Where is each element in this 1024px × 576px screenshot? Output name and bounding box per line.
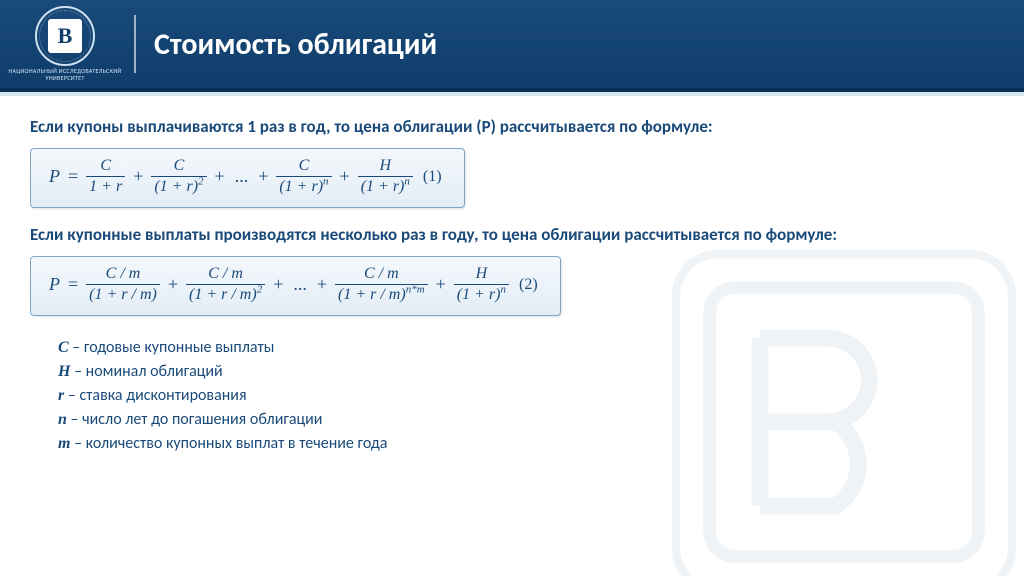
legend-row: r – ставка дисконтирования [58, 384, 1000, 408]
lead-text-2: Если купонные выплаты производятся неско… [30, 224, 1000, 246]
page-title: Стоимость облигаций [154, 26, 437, 63]
legend-row: m – количество купонных выплат в течение… [58, 432, 1000, 456]
logo-circle: В [35, 6, 95, 66]
slide-content: Если купоны выплачиваются 1 раз в год, т… [0, 92, 1024, 456]
legend: C – годовые купонные выплатыH – номинал … [58, 336, 1000, 456]
legend-row: n – число лет до погашения облигации [58, 408, 1000, 432]
formula-1: P=C1 + r+C(1 + r)2+...+C(1 + r)n+H(1 + r… [49, 157, 442, 197]
logo: В НАЦИОНАЛЬНЫЙ ИССЛЕДОВАТЕЛЬСКИЙ УНИВЕРС… [0, 0, 130, 90]
formula-2: P=C / m(1 + r / m)+C / m(1 + r / m)2+...… [49, 265, 538, 305]
slide-header: В НАЦИОНАЛЬНЫЙ ИССЛЕДОВАТЕЛЬСКИЙ УНИВЕРС… [0, 0, 1024, 92]
legend-row: H – номинал облигаций [58, 360, 1000, 384]
formula-box-1: P=C1 + r+C(1 + r)2+...+C(1 + r)n+H(1 + r… [30, 148, 465, 208]
formula-box-2: P=C / m(1 + r / m)+C / m(1 + r / m)2+...… [30, 256, 561, 316]
header-separator [134, 15, 136, 73]
lead-text-1: Если купоны выплачиваются 1 раз в год, т… [30, 116, 1000, 138]
logo-caption: НАЦИОНАЛЬНЫЙ ИССЛЕДОВАТЕЛЬСКИЙ УНИВЕРСИТ… [0, 68, 130, 81]
legend-row: C – годовые купонные выплаты [58, 336, 1000, 360]
